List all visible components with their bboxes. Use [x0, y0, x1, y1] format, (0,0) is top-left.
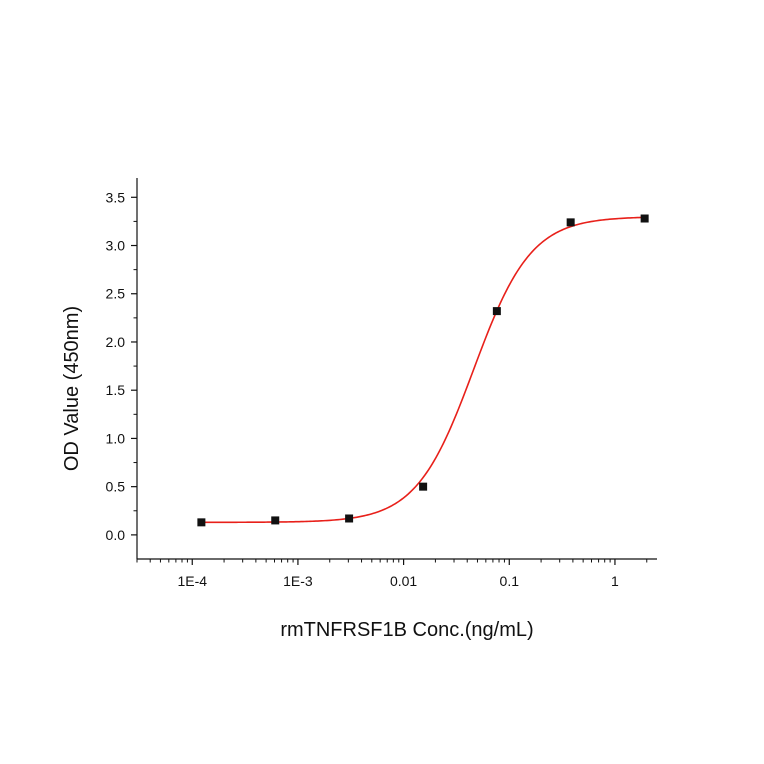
fit-curve — [201, 216, 645, 524]
y-tick-label: 1.0 — [106, 430, 126, 446]
data-point — [271, 516, 280, 525]
y-axis: 0.0 0.5 1.0 1.5 2.0 2.5 3.0 3.5 — [106, 178, 138, 559]
x-axis-title: rmTNFRSF1B Conc.(ng/mL) — [280, 619, 533, 641]
data-points — [197, 214, 649, 527]
data-point — [640, 214, 649, 223]
y-tick-label: 0.0 — [106, 527, 126, 543]
y-tick-label: 2.0 — [106, 334, 126, 350]
x-tick-label: 0.01 — [390, 573, 417, 589]
x-axis: 1E-4 1E-3 0.01 0.1 1 — [136, 558, 657, 589]
x-tick-label: 1E-3 — [283, 573, 313, 589]
y-tick-label: 3.5 — [106, 189, 126, 205]
x-tick-label: 0.1 — [500, 573, 520, 589]
x-tick-label: 1E-4 — [177, 573, 207, 589]
data-point — [492, 307, 501, 316]
data-point — [197, 518, 206, 527]
data-point — [345, 514, 354, 523]
y-axis-title: OD Value (450nm) — [61, 306, 83, 471]
y-tick-label: 1.5 — [106, 382, 126, 398]
x-tick-label: 1 — [611, 573, 619, 589]
data-point — [419, 482, 428, 491]
data-point — [566, 218, 575, 227]
y-tick-label: 2.5 — [106, 286, 126, 302]
y-tick-label: 0.5 — [106, 479, 126, 495]
y-tick-label: 3.0 — [106, 238, 126, 254]
